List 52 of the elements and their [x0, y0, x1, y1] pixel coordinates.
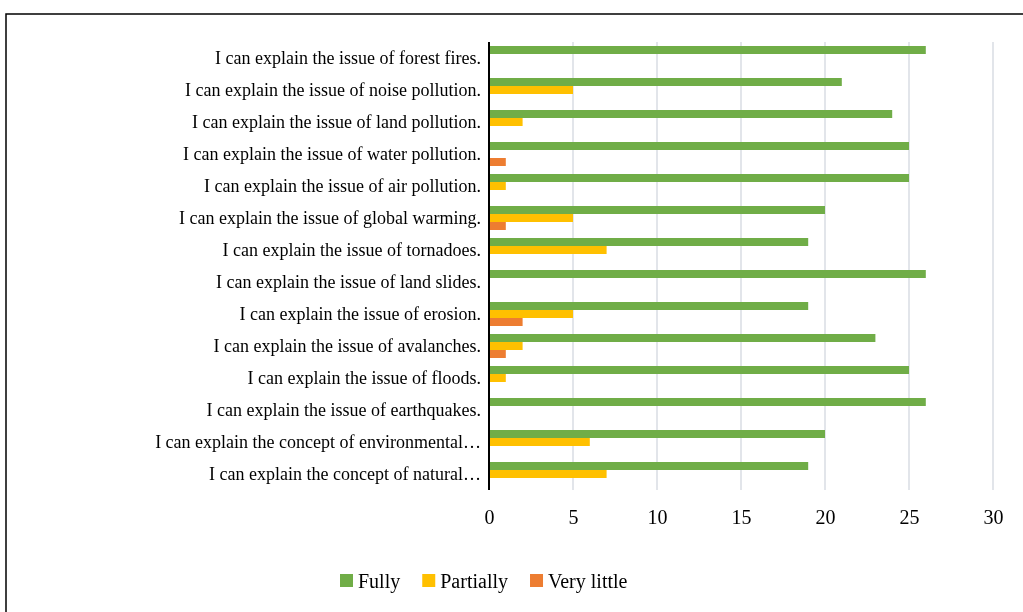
bar: [489, 158, 506, 166]
y-tick-label: I can explain the issue of water pollution.: [183, 144, 481, 165]
y-tick-label: I can explain the issue of land pollution.: [192, 112, 481, 133]
bar: [489, 86, 573, 94]
x-tick-label: 15: [731, 506, 752, 529]
bar: [489, 214, 573, 222]
bar: [489, 366, 909, 374]
legend-label: Very little: [548, 570, 628, 593]
x-tick-label: 10: [647, 506, 668, 529]
bar: [489, 334, 876, 342]
bar: [489, 302, 809, 310]
bar: [489, 46, 926, 54]
bar: [489, 462, 809, 470]
y-tick-label: I can explain the issue of tornadoes.: [222, 240, 481, 261]
bar: [489, 438, 590, 446]
x-tick-label: 5: [568, 506, 579, 529]
x-tick-label: 30: [983, 506, 1004, 529]
y-tick-label: I can explain the issue of erosion.: [239, 304, 481, 325]
x-tick-label: 20: [815, 506, 836, 529]
bar: [489, 374, 506, 382]
y-tick-label: I can explain the concept of environmental…: [155, 432, 481, 453]
bar: [489, 342, 523, 350]
y-tick-label: I can explain the issue of global warming.: [179, 208, 481, 229]
y-tick-label: I can explain the concept of natural…: [209, 464, 481, 485]
bar: [489, 310, 573, 318]
x-tick-label: 25: [899, 506, 920, 529]
bar: [489, 118, 523, 126]
bar: [489, 182, 506, 190]
bar: [489, 222, 506, 230]
y-tick-label: I can explain the issue of forest fires.: [215, 48, 481, 69]
bar: [489, 270, 926, 278]
legend-label: Partially: [440, 570, 509, 593]
bar: [489, 110, 893, 118]
y-tick-label: I can explain the issue of air pollution.: [204, 176, 481, 197]
bar: [489, 78, 842, 86]
bar: [489, 318, 523, 326]
bar: [489, 142, 909, 150]
y-tick-label: I can explain the issue of earthquakes.: [206, 400, 481, 421]
x-tick-label: 0: [484, 506, 495, 529]
bar: [489, 206, 825, 214]
bar: [489, 174, 909, 182]
y-tick-label: I can explain the issue of avalanches.: [213, 336, 481, 357]
bar: [489, 470, 607, 478]
y-tick-label: I can explain the issue of land slides.: [216, 272, 481, 293]
bar: [489, 350, 506, 358]
y-tick-label: I can explain the issue of floods.: [247, 368, 481, 389]
bar: [489, 238, 809, 246]
bar: [489, 430, 825, 438]
bar: [489, 246, 607, 254]
y-tick-label: I can explain the issue of noise pollution.: [185, 80, 481, 101]
bar: [489, 398, 926, 406]
legend-label: Fully: [358, 570, 401, 593]
